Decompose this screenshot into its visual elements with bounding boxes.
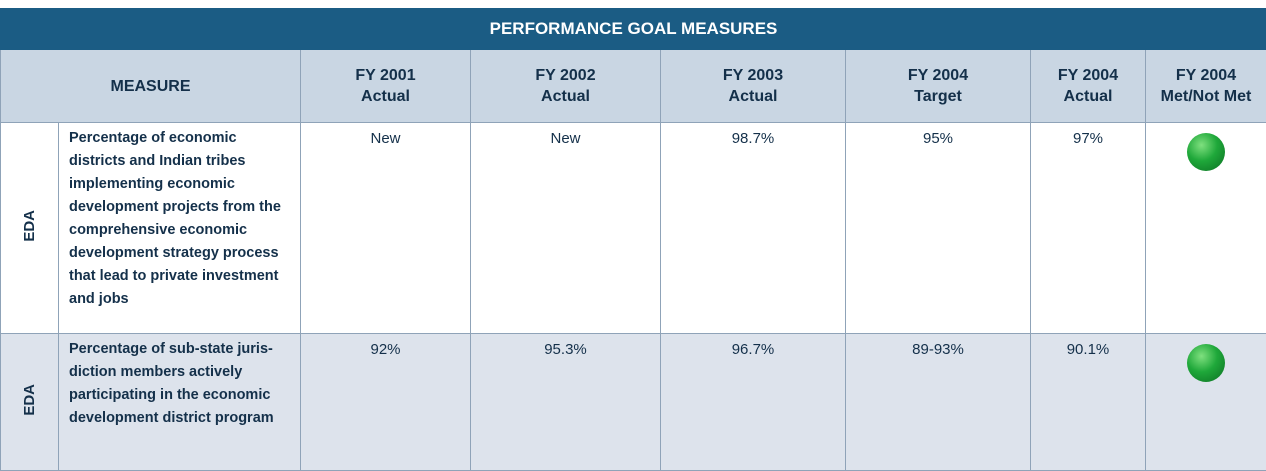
header-line: Actual	[541, 88, 590, 105]
measure-cell: Percentage of economic districts and Ind…	[59, 123, 301, 334]
org-cell: EDA	[1, 334, 59, 471]
measure-cell: Percentage of sub-state juris-diction me…	[59, 334, 301, 471]
header-line: FY 2004	[1176, 67, 1236, 84]
value-cell: 90.1%	[1031, 334, 1146, 471]
header-cell: FY 2004 Target	[846, 50, 1031, 123]
header-cell: FY 2003 Actual	[661, 50, 846, 123]
value-cell: 95%	[846, 123, 1031, 334]
header-line: FY 2002	[535, 67, 595, 84]
header-line: Actual	[1064, 88, 1113, 105]
header-cell: FY 2004 Met/Not Met	[1146, 50, 1266, 123]
table-row: EDA Percentage of economic districts and…	[1, 123, 1266, 334]
table-title: PERFORMANCE GOAL MEASURES	[1, 9, 1266, 50]
header-cell: FY 2004 Actual	[1031, 50, 1146, 123]
header-line: FY 2003	[723, 67, 783, 84]
status-cell	[1146, 334, 1266, 471]
status-cell	[1146, 123, 1266, 334]
header-cell: FY 2002 Actual	[471, 50, 661, 123]
value-cell: 95.3%	[471, 334, 661, 471]
header-cell: FY 2001 Actual	[301, 50, 471, 123]
met-indicator	[1187, 133, 1225, 171]
header-line: FY 2001	[355, 67, 415, 84]
org-label: EDA	[21, 384, 38, 416]
value-cell: 89-93%	[846, 334, 1031, 471]
header-line: FY 2004	[908, 67, 968, 84]
table-row: EDA Percentage of sub-state juris-dictio…	[1, 334, 1266, 471]
header-cell: MEASURE	[1, 50, 301, 123]
performance-table: PERFORMANCE GOAL MEASURES MEASURE FY 200…	[0, 8, 1266, 471]
header-line: FY 2004	[1058, 67, 1118, 84]
value-cell: 98.7%	[661, 123, 846, 334]
value-cell: New	[301, 123, 471, 334]
header-line: Actual	[729, 88, 778, 105]
value-cell: 97%	[1031, 123, 1146, 334]
value-cell: 96.7%	[661, 334, 846, 471]
header-line: Target	[914, 88, 962, 105]
org-cell: EDA	[1, 123, 59, 334]
org-label: EDA	[21, 210, 38, 242]
header-line: Met/Not Met	[1161, 88, 1252, 105]
met-indicator	[1187, 344, 1225, 382]
value-cell: 92%	[301, 334, 471, 471]
value-cell: New	[471, 123, 661, 334]
header-line: Actual	[361, 88, 410, 105]
